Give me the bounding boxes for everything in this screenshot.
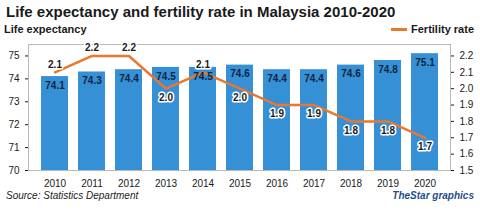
svg-text:2.1: 2.1 (48, 59, 62, 70)
svg-text:2.0: 2.0 (233, 92, 247, 103)
svg-text:2011: 2011 (81, 178, 103, 188)
svg-text:2012: 2012 (118, 178, 141, 188)
svg-text:2.0: 2.0 (460, 83, 474, 94)
svg-text:2.2: 2.2 (122, 42, 136, 53)
svg-text:1.9: 1.9 (270, 108, 284, 119)
svg-text:70: 70 (8, 165, 20, 176)
svg-text:74.4: 74.4 (119, 73, 139, 84)
svg-text:1.6: 1.6 (460, 148, 474, 159)
svg-text:74.6: 74.6 (230, 68, 250, 79)
svg-text:73: 73 (8, 96, 20, 107)
svg-text:1.5: 1.5 (460, 165, 474, 176)
svg-text:2.2: 2.2 (460, 50, 474, 61)
svg-text:74.6: 74.6 (341, 68, 361, 79)
svg-text:2016: 2016 (266, 178, 289, 188)
svg-text:1.9: 1.9 (307, 108, 321, 119)
svg-text:2014: 2014 (192, 178, 215, 188)
svg-text:74.5: 74.5 (156, 71, 176, 82)
svg-text:1.8: 1.8 (460, 116, 474, 127)
svg-text:71: 71 (8, 142, 20, 153)
html-text:Fertility rate: Fertility rate (411, 23, 474, 35)
svg-text:75: 75 (8, 50, 20, 61)
svg-text:74.5: 74.5 (193, 71, 213, 82)
svg-text:74.4: 74.4 (267, 73, 287, 84)
svg-text:2013: 2013 (155, 178, 178, 188)
svg-text:72: 72 (8, 119, 20, 130)
svg-text:1.7: 1.7 (460, 132, 474, 143)
svg-text:2.1: 2.1 (460, 67, 474, 78)
html-text:Source: Statistics Department: Source: Statistics Department (6, 190, 139, 201)
svg-text:2017: 2017 (303, 178, 326, 188)
html-text:TheStar graphics: TheStar graphics (392, 190, 474, 201)
svg-text:1.8: 1.8 (381, 125, 395, 136)
svg-text:74.3: 74.3 (82, 75, 102, 86)
svg-text:74.8: 74.8 (378, 64, 398, 75)
svg-text:1.8: 1.8 (344, 125, 358, 136)
svg-text:2.1: 2.1 (196, 59, 210, 70)
svg-text:74: 74 (8, 73, 20, 84)
svg-text:1.7: 1.7 (418, 141, 432, 152)
svg-text:74.1: 74.1 (45, 80, 65, 91)
svg-text:2.2: 2.2 (85, 42, 99, 53)
svg-text:1.9: 1.9 (460, 99, 474, 110)
svg-text:2019: 2019 (377, 178, 400, 188)
svg-text:2015: 2015 (229, 178, 252, 188)
svg-text:2018: 2018 (340, 178, 363, 188)
svg-text:74.4: 74.4 (304, 73, 324, 84)
html-text:Life expectancy and fertility: Life expectancy and fertility rate in Ma… (6, 3, 396, 20)
html-text:Life expectancy: Life expectancy (4, 23, 87, 35)
svg-text:2020: 2020 (414, 178, 437, 188)
svg-text:75.1: 75.1 (415, 57, 435, 68)
svg-text:2.0: 2.0 (159, 92, 173, 103)
svg-text:2010: 2010 (44, 178, 67, 188)
